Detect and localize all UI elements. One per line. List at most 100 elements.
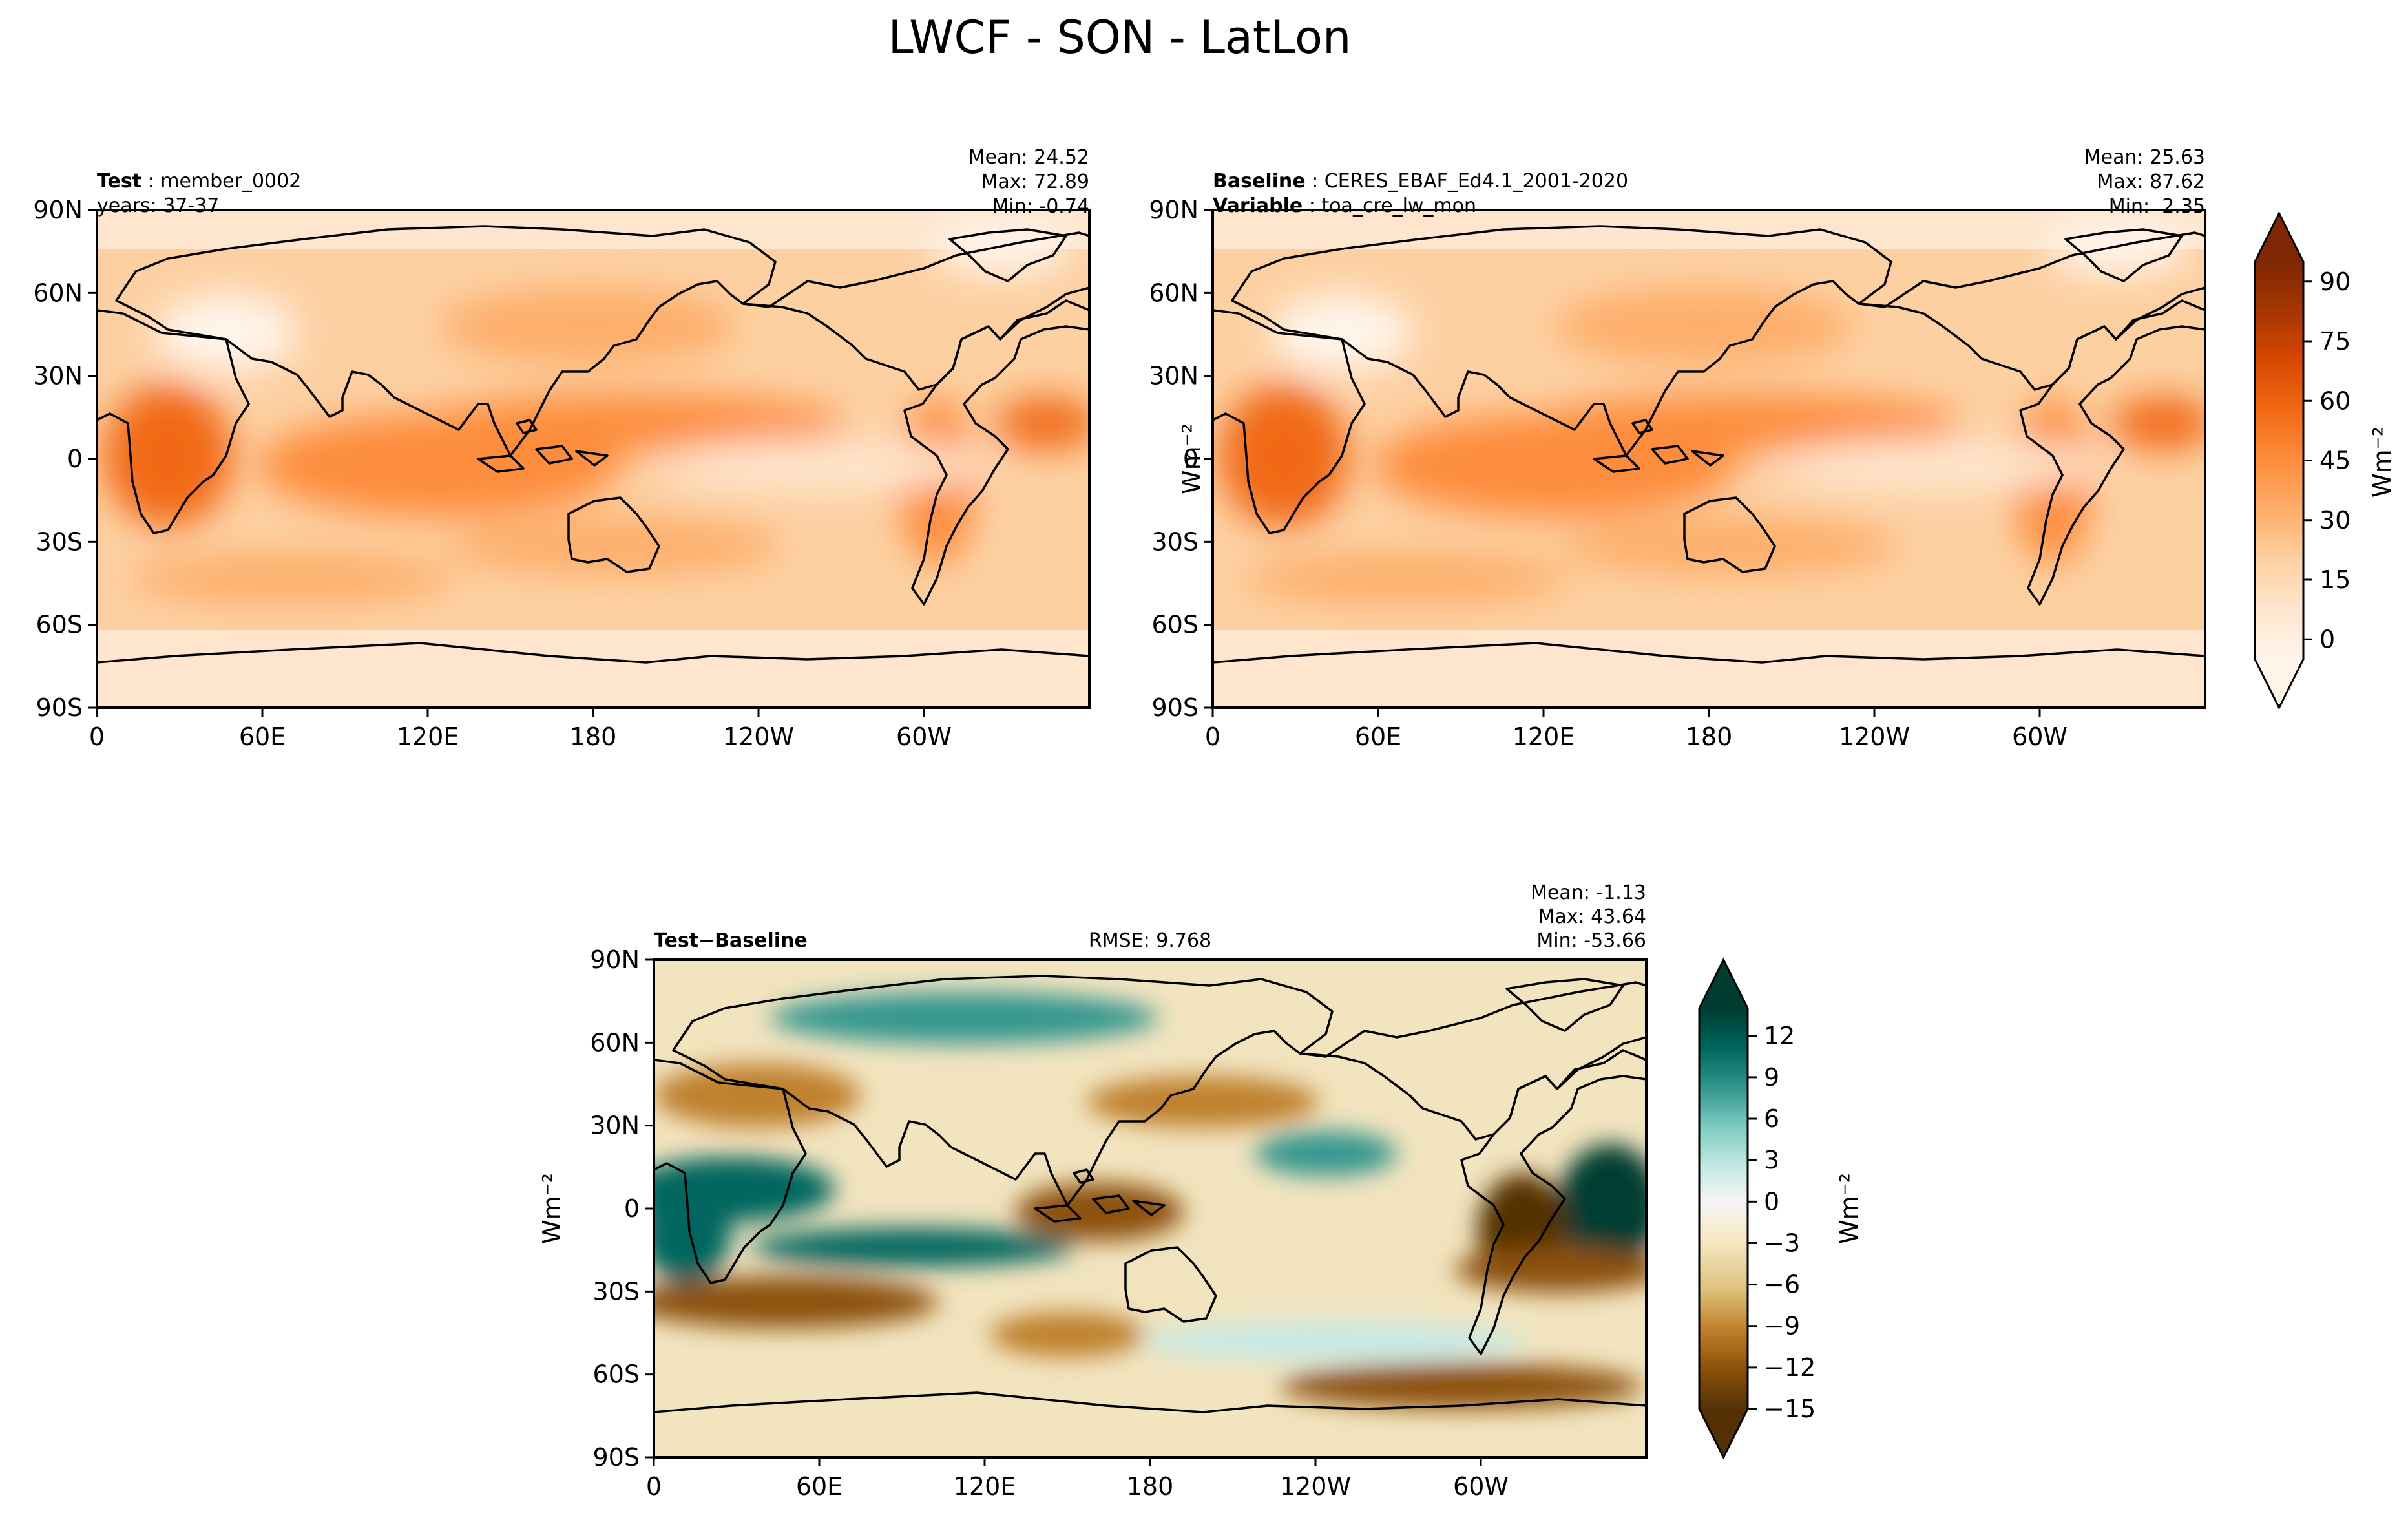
- diff-map-field: [654, 960, 1646, 1457]
- test-xtick-label: 60E: [239, 723, 286, 751]
- baseline-xtick-label: 120E: [1513, 723, 1575, 751]
- baseline-ytick-label: 60S: [1152, 611, 1199, 639]
- diff-ytick-label: 0: [624, 1194, 640, 1223]
- diff-xtick-label: 120E: [954, 1472, 1016, 1501]
- colorbar-brbg-tick-label: 6: [1764, 1105, 1779, 1133]
- baseline-xtick-label: 120W: [1839, 723, 1910, 751]
- baseline-title-bold: Baseline: [1213, 170, 1306, 193]
- diff-xtick-label: 120W: [1280, 1472, 1351, 1501]
- baseline-variable-text: toa_cre_lw_mon: [1321, 195, 1476, 217]
- baseline-ylabel: Wm⁻²: [1177, 423, 1206, 494]
- colorbar-brbg-ticks: 12 9 6 3 0 −3 −6 −9 −12 −15: [1748, 1022, 1816, 1423]
- diff-x-axis: 0 60E 120E 180 120W 60W: [646, 1457, 1509, 1501]
- colorbar-brbg-tick-label: −3: [1764, 1229, 1800, 1257]
- colorbar-brbg-label: Wm⁻²: [1835, 1173, 1863, 1244]
- baseline-variable-colon: :: [1303, 195, 1321, 217]
- colorbar-brbg-tick-label: 12: [1764, 1022, 1795, 1050]
- diff-title-baseline: Baseline: [715, 929, 808, 952]
- diff-ytick-label: 30N: [590, 1112, 640, 1140]
- baseline-x-axis: 0 60E 120E 180 120W 60W: [1205, 708, 2068, 751]
- test-ytick-label: 30N: [33, 362, 83, 390]
- baseline-left-title: Baseline : CERES_EBAF_Ed4.1_2001-2020: [1213, 170, 1628, 193]
- colorbar-oranges-tick-label: 45: [2319, 447, 2350, 475]
- test-title-colon: :: [141, 170, 160, 193]
- colorbar-oranges-body: [2255, 262, 2303, 659]
- colorbar-oranges-tick-label: 15: [2319, 565, 2350, 594]
- test-x-axis: 0 60E 120E 180 120W 60W: [89, 708, 952, 751]
- test-ytick-label: 60N: [33, 279, 83, 307]
- colorbar-oranges-extend-max: [2255, 213, 2303, 262]
- colorbar-oranges: 90 75 60 45 30 15 0 Wm⁻²: [2254, 211, 2396, 710]
- colorbar-brbg-tick-label: −12: [1764, 1353, 1816, 1382]
- colorbar-oranges-tick-label: 0: [2319, 625, 2335, 653]
- diff-title-test: Test: [654, 929, 698, 952]
- diff-title-sep: −: [698, 929, 715, 952]
- colorbar-oranges-tick-label: 90: [2319, 268, 2350, 296]
- test-y-axis: 90N 60N 30N 0 30S 60S 90S: [33, 196, 97, 722]
- baseline-ytick-label: 90S: [1152, 693, 1199, 722]
- colorbar-oranges-extend-min: [2255, 659, 2303, 708]
- diff-ytick-label: 90N: [590, 946, 640, 974]
- test-xtick-label: 180: [570, 723, 617, 751]
- figure-title: LWCF - SON - LatLon: [888, 11, 1352, 64]
- baseline-ytick-label: 90N: [1149, 196, 1199, 224]
- colorbar-brbg-tick-label: 0: [1764, 1187, 1779, 1216]
- colorbar-oranges-tick-label: 30: [2319, 506, 2350, 534]
- colorbar-oranges-ticks: 90 75 60 45 30 15 0: [2303, 268, 2350, 653]
- diff-xtick-label: 0: [646, 1472, 662, 1501]
- test-xtick-label: 120E: [397, 723, 459, 751]
- diff-ytick-label: 60S: [593, 1360, 640, 1389]
- test-xtick-label: 0: [89, 723, 105, 751]
- baseline-xtick-label: 0: [1205, 723, 1220, 751]
- diff-stat-max: Max: 43.64: [1538, 905, 1646, 928]
- diff-ylabel: Wm⁻²: [538, 1173, 566, 1244]
- baseline-xtick-label: 180: [1686, 723, 1733, 751]
- colorbar-brbg-extend-min: [1699, 1409, 1748, 1457]
- baseline-ytick-label: 30N: [1149, 362, 1199, 390]
- colorbar-brbg-body: [1699, 1008, 1748, 1409]
- test-ytick-label: 90N: [33, 196, 83, 224]
- test-title-bold: Test: [97, 170, 141, 193]
- colorbar-brbg-tick-label: −15: [1764, 1395, 1816, 1423]
- baseline-title-text: CERES_EBAF_Ed4.1_2001-2020: [1324, 170, 1628, 193]
- colorbar-brbg-extend-max: [1699, 960, 1748, 1008]
- colorbar-brbg-tick-label: 9: [1764, 1063, 1779, 1092]
- colorbar-oranges-label: Wm⁻²: [2368, 427, 2396, 498]
- diff-ytick-label: 30S: [593, 1277, 640, 1305]
- colorbar-oranges-tick-label: 60: [2319, 386, 2350, 415]
- baseline-title-colon: :: [1306, 170, 1324, 193]
- colorbar-brbg-tick-label: 3: [1764, 1146, 1779, 1174]
- diff-y-axis: 90N 60N 30N 0 30S 60S 90S: [590, 946, 654, 1472]
- diff-rmse: RMSE: 9.768: [1089, 929, 1211, 952]
- test-xtick-label: 60W: [896, 723, 952, 751]
- colorbar-brbg-tick-label: −6: [1764, 1271, 1800, 1299]
- diff-stat-min: Min: -53.66: [1536, 929, 1646, 952]
- baseline-stat-min: Min: 2.35: [2109, 195, 2205, 218]
- test-left-title: Test : member_0002: [97, 170, 301, 193]
- test-map-field: [97, 210, 1089, 708]
- diff-xtick-label: 60E: [796, 1472, 843, 1501]
- baseline-ytick-label: 0: [1183, 445, 1199, 473]
- test-left-subtitle: years: 37-37: [97, 195, 219, 217]
- test-ytick-label: 90S: [36, 693, 83, 722]
- diff-stat-mean: Mean: -1.13: [1531, 882, 1646, 904]
- diff-xtick-label: 60W: [1453, 1472, 1509, 1501]
- panel-test: 90N 60N 30N 0 30S 60S 90S 0 60E 120E 180 120W 60W T…: [33, 146, 1091, 751]
- baseline-variable-bold: Variable: [1213, 195, 1303, 217]
- baseline-xtick-label: 60E: [1355, 723, 1401, 751]
- baseline-ytick-label: 30S: [1152, 527, 1199, 556]
- test-stat-min: Min: -0.74: [992, 195, 1090, 218]
- colorbar-brbg-tick-label: −9: [1764, 1312, 1800, 1340]
- baseline-ytick-label: 60N: [1149, 279, 1199, 307]
- baseline-stat-max: Max: 87.62: [2097, 171, 2205, 193]
- test-ytick-label: 60S: [36, 611, 83, 639]
- test-title-text: member_0002: [160, 170, 301, 193]
- colorbar-oranges-tick-label: 75: [2319, 327, 2350, 355]
- colorbar-oranges-outline: [2254, 211, 2305, 710]
- diff-left-title: Test−Baseline: [654, 929, 808, 952]
- panel-difference: 90N 60N 30N 0 30S 60S 90S 0 60E 120E 180 120W 60W T…: [538, 882, 1648, 1501]
- diff-xtick-label: 180: [1127, 1472, 1174, 1501]
- baseline-left-subtitle: Variable : toa_cre_lw_mon: [1213, 195, 1476, 217]
- baseline-y-axis: 90N 60N 30N 0 30S 60S 90S: [1149, 196, 1213, 722]
